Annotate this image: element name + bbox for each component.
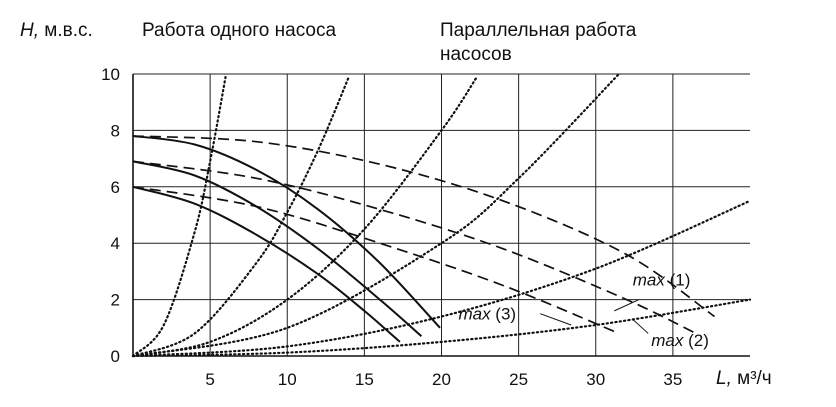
system-curve bbox=[131, 75, 227, 358]
system-curve bbox=[131, 75, 479, 358]
y-tick-label: 6 bbox=[111, 178, 120, 197]
chart-title-single-pump: Работа одного насоса bbox=[142, 20, 336, 41]
system-curve bbox=[131, 75, 350, 358]
parallel-pump-curve bbox=[132, 160, 697, 335]
system-curve bbox=[131, 298, 752, 358]
x-tick-label: 10 bbox=[278, 370, 297, 389]
single-pump-curve bbox=[132, 135, 441, 329]
chart-title-parallel-line1: Параллельная работа bbox=[440, 20, 637, 41]
chart-title-parallel-line2: насосов bbox=[440, 44, 512, 65]
x-tick-label: 35 bbox=[663, 370, 682, 389]
y-tick-label: 4 bbox=[111, 234, 120, 253]
parallel-pump-curve bbox=[132, 135, 715, 318]
x-tick-label: 15 bbox=[355, 370, 374, 389]
grid bbox=[133, 73, 750, 356]
axes bbox=[132, 74, 750, 357]
y-tick-label: 0 bbox=[111, 347, 120, 366]
annotation-leaders bbox=[540, 299, 649, 334]
x-tick-label: 20 bbox=[432, 370, 451, 389]
max-annotation: max (3) bbox=[458, 304, 516, 323]
y-tick-label: 2 bbox=[111, 291, 120, 310]
x-axis-label: L, м³/ч bbox=[716, 368, 772, 389]
max-annotation: max (2) bbox=[651, 331, 709, 350]
annotation-leader bbox=[614, 299, 640, 312]
tick-labels: 5 10 15 20 25 30 35 0 2 4 6 8 10 bbox=[101, 65, 682, 389]
annotation-leader bbox=[540, 313, 572, 326]
y-axis-label: H, м.в.с. bbox=[20, 20, 93, 41]
parallel-pump-curve bbox=[132, 185, 620, 335]
system-curve bbox=[131, 199, 752, 358]
annotation-leader bbox=[632, 318, 649, 334]
y-tick-label: 8 bbox=[111, 121, 120, 140]
x-tick-label: 5 bbox=[205, 370, 214, 389]
y-tick-label: 10 bbox=[101, 65, 120, 84]
system-curve bbox=[131, 72, 620, 358]
x-tick-label: 25 bbox=[509, 370, 528, 389]
x-tick-label: 30 bbox=[586, 370, 605, 389]
series bbox=[131, 72, 752, 358]
max-annotation: max (1) bbox=[633, 271, 691, 290]
single-pump-curve bbox=[132, 185, 401, 343]
single-pump-curve bbox=[132, 160, 423, 338]
annotations: max (1) max (3) max (2) bbox=[458, 271, 708, 351]
